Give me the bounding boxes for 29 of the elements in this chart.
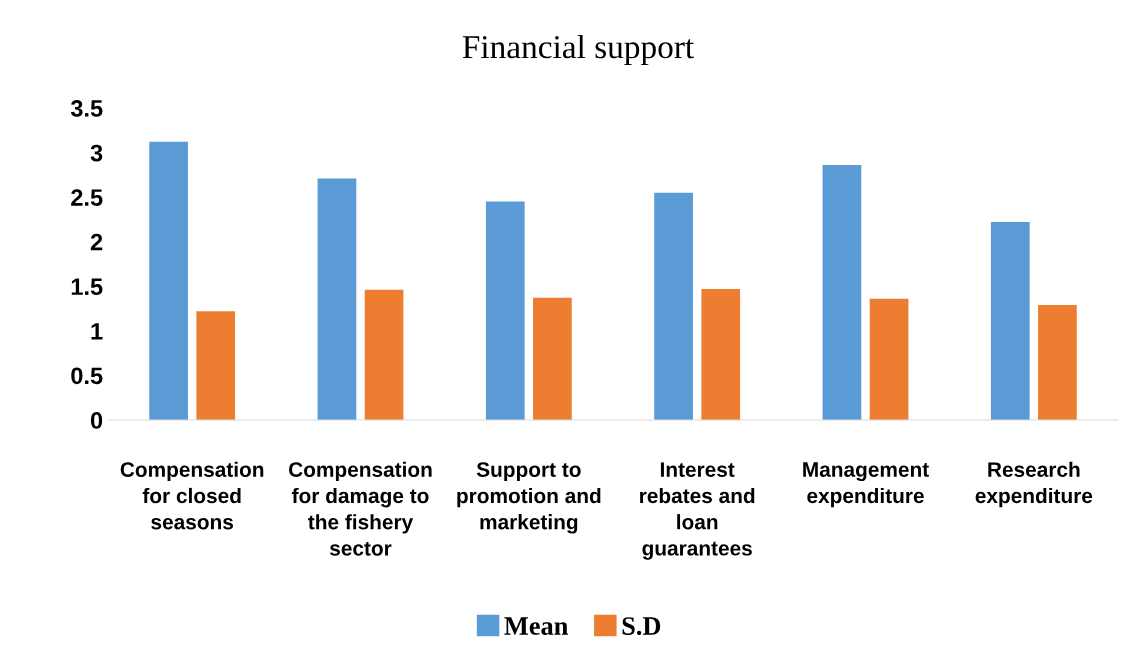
bar (364, 289, 404, 420)
bar (654, 192, 693, 420)
y-tick-label: 0.5 (71, 367, 103, 385)
y-tick-label: 2.5 (71, 189, 103, 206)
x-tick-label: Management expenditure (803, 462, 929, 508)
bar (1038, 305, 1077, 420)
bar (822, 165, 862, 420)
chart-title: Financial support (462, 34, 694, 66)
y-tick-label: 3 (90, 144, 103, 162)
y-tick-label: 3.5 (70, 100, 103, 117)
x-tick-label: Interest rebates and loan guarantees (640, 462, 755, 560)
y-tick-label: 1.5 (71, 278, 103, 296)
bar (317, 178, 357, 420)
bar (485, 201, 525, 420)
x-tick-label: Compensation for closed seasons (120, 461, 264, 530)
x-tick-label: Compensation for damage to the fishery sector (289, 461, 432, 556)
bar (533, 297, 572, 420)
y-tick-label: 2 (90, 233, 103, 251)
bar (149, 141, 188, 420)
bar (869, 298, 909, 420)
bar (990, 222, 1030, 420)
legend-label: Mean (504, 617, 568, 635)
y-tick-label: 1 (91, 323, 103, 340)
bar (196, 311, 236, 420)
legend-label: S.D (622, 617, 661, 636)
y-tick-label: 0 (90, 412, 103, 429)
bar (701, 288, 741, 420)
x-tick-label: Research expenditure (975, 461, 1093, 508)
x-tick-label: Support to promotion and marketing (457, 462, 601, 534)
